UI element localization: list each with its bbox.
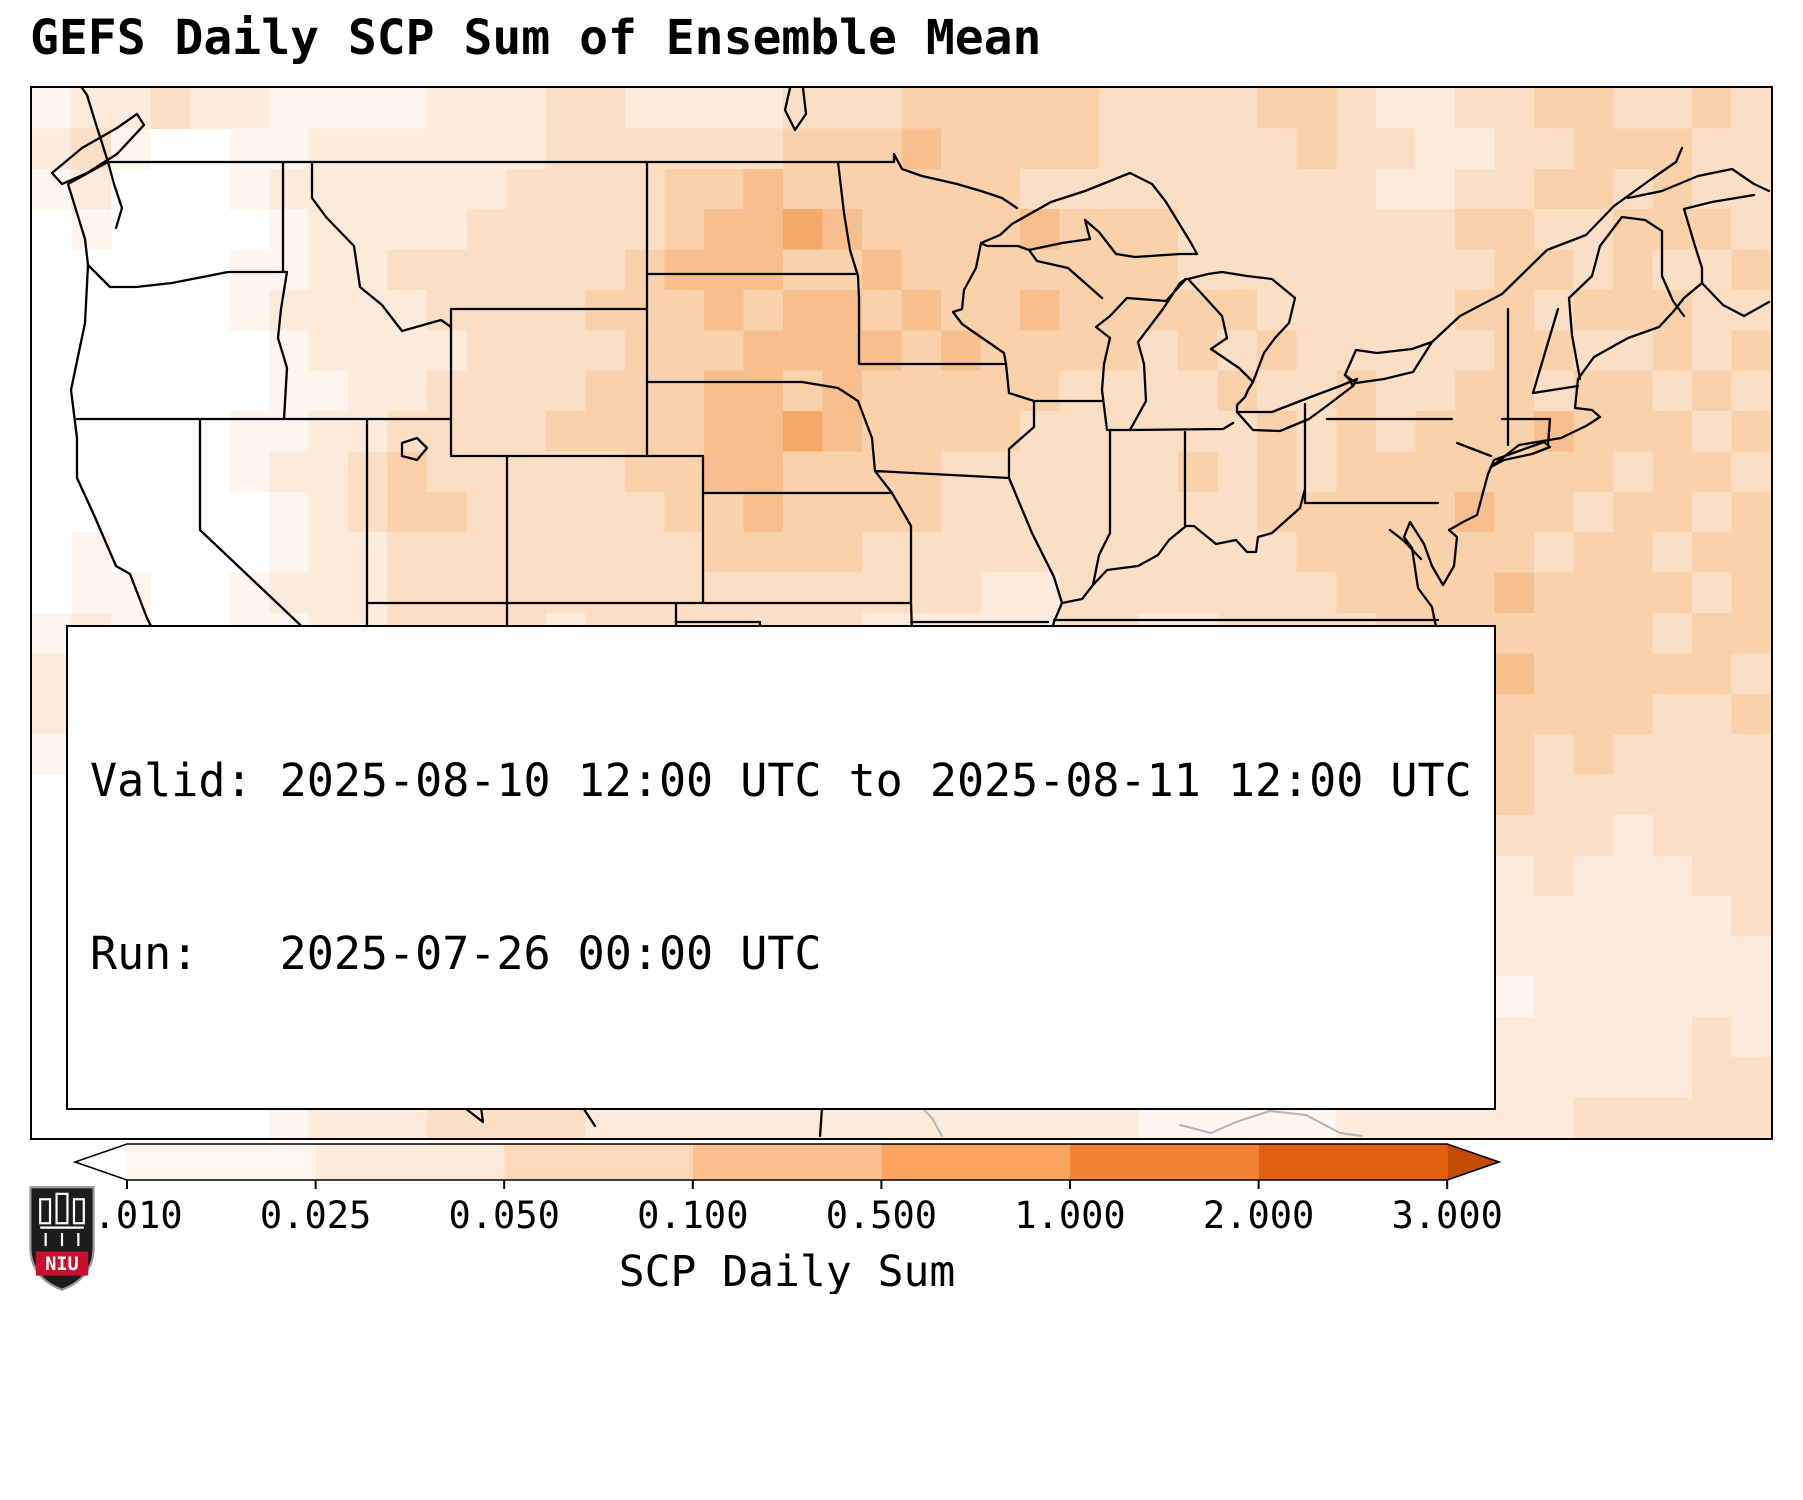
colorbar-tick-label: 1.000 [1014, 1194, 1125, 1237]
annotation-box: Valid: 2025-08-10 12:00 UTC to 2025-08-1… [66, 625, 1496, 1110]
colorbar-tick-label: 0.050 [449, 1194, 560, 1237]
colorbar-tick-label: 3.000 [1392, 1194, 1503, 1237]
colorbar-segment [692, 1144, 882, 1180]
colorbar-tick-label: 0.025 [260, 1194, 371, 1237]
cuba-outline [1179, 1110, 1363, 1137]
run-time-text: Run: 2025-07-26 00:00 UTC [90, 927, 822, 981]
colorbar-ticks [126, 1180, 1449, 1189]
plot-title: GEFS Daily SCP Sum of Ensemble Mean [30, 10, 1042, 66]
colorbar: 0.010 0.025 0.050 0.100 0.500 1.000 2.00… [71, 1143, 1503, 1294]
lake-michigan [1094, 277, 1188, 432]
colorbar-tick-label: 0.100 [637, 1194, 748, 1237]
colorbar-segment [1070, 1144, 1259, 1180]
st-clair-channel [1235, 380, 1255, 414]
colorbar-segment [127, 1144, 316, 1180]
map-panel: Valid: 2025-08-10 12:00 UTC to 2025-08-1… [30, 86, 1773, 1140]
gaspe-new-brunswick [1626, 167, 1771, 285]
colorbar-segment [504, 1144, 693, 1180]
niu-banner-text: NIU [45, 1254, 78, 1275]
st-lawrence-river [1430, 146, 1684, 344]
colorbar-under-arrow [75, 1144, 127, 1180]
niu-castle-icon [39, 1192, 85, 1247]
colorbar-segment [881, 1144, 1070, 1180]
colorbar-tick-label: 0.500 [826, 1194, 937, 1237]
colorbar-segment [315, 1144, 505, 1180]
valid-time-text: Valid: 2025-08-10 12:00 UTC to 2025-08-1… [90, 754, 1472, 808]
colorbar-segment [1258, 1144, 1448, 1180]
bc-coast [80, 88, 124, 230]
vancouver-island [50, 112, 146, 186]
lake-winnipeg [783, 88, 808, 132]
colorbar-over-arrow [1447, 1144, 1499, 1180]
niu-banner [35, 1251, 89, 1276]
colorbar-tick-label: 2.000 [1203, 1194, 1314, 1237]
colorbar-axis-label: SCP Daily Sum [619, 1247, 956, 1294]
lake-superior [979, 171, 1199, 259]
us-canada-border [106, 152, 1019, 210]
great-salt-lake [400, 436, 429, 462]
niu-logo: NIU [29, 1186, 95, 1291]
lake-huron [1186, 270, 1297, 384]
